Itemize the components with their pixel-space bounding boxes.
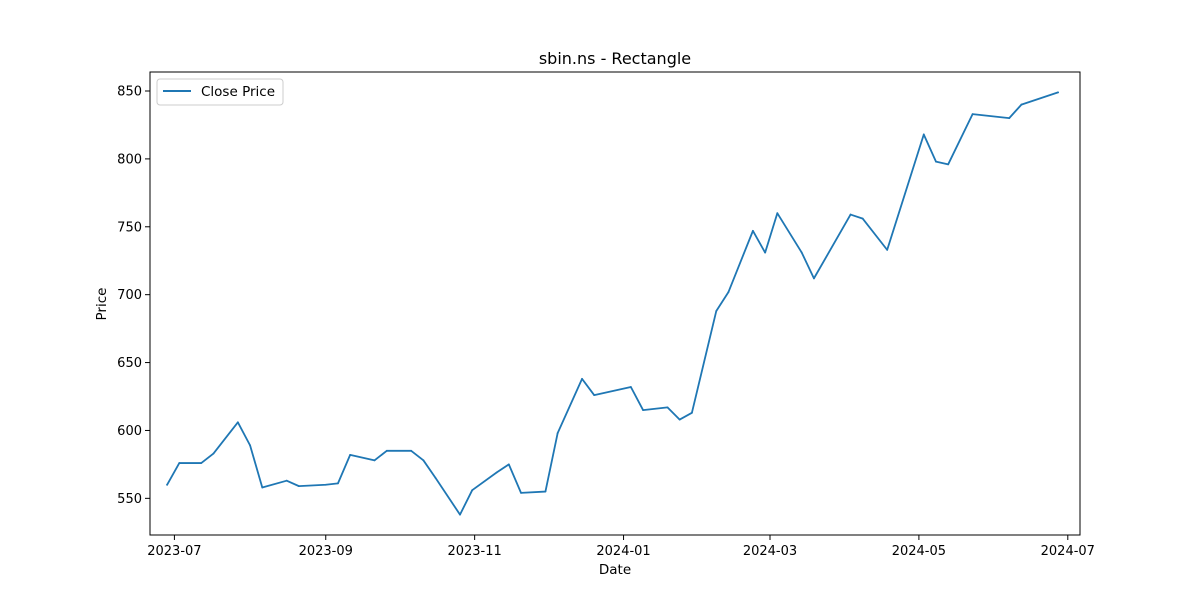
data-point (471, 489, 474, 492)
data-point (690, 411, 693, 414)
data-point (764, 251, 767, 254)
data-point (727, 291, 730, 293)
data-point (236, 421, 239, 424)
x-tick-label: 2024-07 (1041, 544, 1095, 559)
data-point (324, 483, 327, 486)
data-point (520, 492, 522, 494)
data-point (922, 133, 925, 136)
data-point (642, 409, 644, 411)
legend: Close Price (156, 78, 284, 106)
data-point (337, 482, 339, 485)
x-tick-label: 2023-09 (299, 544, 353, 559)
plot-area-frame (149, 71, 1081, 536)
y-tick-label: 650 (117, 356, 142, 371)
data-point (666, 406, 669, 409)
x-tick-label: 2024-05 (892, 544, 946, 559)
y-tick-label: 800 (117, 152, 142, 167)
data-point (385, 449, 388, 452)
data-point (459, 513, 461, 516)
series-layer (166, 91, 1059, 516)
data-point (495, 471, 498, 474)
data-point (200, 462, 203, 464)
data-point (178, 462, 181, 464)
data-point (212, 452, 215, 455)
x-tick-label: 2024-03 (743, 544, 797, 559)
x-axis: 2023-07 2023-09 2023-11 2024-01 2024-03 2024-… (147, 535, 1095, 559)
x-axis-label: Date (599, 562, 631, 578)
data-point (715, 310, 718, 312)
series-line-close-price (166, 91, 1059, 516)
legend-box (156, 78, 284, 106)
y-tick-label: 600 (117, 424, 142, 439)
y-tick-label: 850 (117, 85, 142, 100)
data-point (935, 160, 937, 163)
x-tick-label: 2024-01 (596, 544, 650, 559)
data-point (849, 213, 852, 216)
y-axis-label: Price (94, 288, 110, 321)
legend-label-close-price: Close Price (201, 84, 275, 100)
data-point (422, 459, 425, 462)
data-point (434, 477, 437, 479)
data-point (261, 486, 264, 489)
data-point (166, 483, 168, 486)
data-point (776, 212, 779, 215)
data-point (297, 485, 300, 488)
chart-title: sbin.ns - Rectangle (539, 49, 691, 68)
data-point (349, 453, 352, 456)
data-point (800, 251, 803, 254)
data-point (373, 459, 376, 462)
x-tick-label: 2023-11 (447, 544, 501, 559)
data-point (947, 163, 950, 166)
data-point (544, 490, 547, 493)
x-tick-label: 2023-07 (147, 544, 201, 559)
data-point (593, 394, 596, 397)
data-point (971, 113, 974, 115)
data-point (1008, 117, 1011, 120)
data-point (813, 277, 815, 280)
data-point (507, 463, 510, 466)
data-point (861, 217, 864, 220)
data-point (1020, 103, 1023, 106)
data-point (629, 386, 632, 388)
y-tick-label: 750 (117, 220, 142, 235)
y-tick-label: 550 (117, 492, 142, 507)
data-point (678, 418, 681, 421)
data-point (752, 229, 754, 232)
data-point (249, 444, 251, 447)
y-axis: 550 600 650 700 750 800 850 (117, 85, 150, 507)
data-point (1057, 91, 1059, 94)
data-point (886, 248, 889, 251)
data-point (581, 377, 583, 380)
data-point (285, 479, 288, 482)
data-point (410, 449, 413, 452)
data-point (556, 432, 559, 435)
y-tick-label: 700 (117, 288, 142, 303)
